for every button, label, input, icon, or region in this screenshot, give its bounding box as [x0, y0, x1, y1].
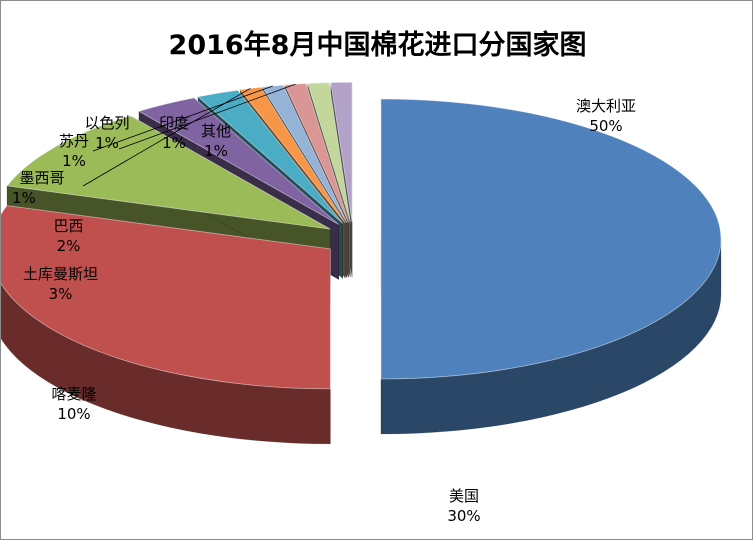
- slice-name: 土库曼斯坦: [22, 265, 98, 283]
- slice-label-israel: 以色列 1%: [76, 113, 138, 153]
- slice-name: 以色列: [84, 114, 130, 132]
- slice-label-india: 印度 1%: [151, 113, 197, 153]
- slice-percent: 3%: [48, 285, 73, 303]
- chart-title: 2016年8月中国棉花进口分国家图: [168, 30, 587, 61]
- slice-label-other: 其他 1%: [193, 121, 239, 161]
- slice-percent: 2%: [56, 237, 81, 255]
- slice-label-usa: 美国 30%: [434, 486, 494, 526]
- slice-israel: [284, 83, 350, 223]
- slice-label-brazil: 巴西 2%: [41, 216, 96, 256]
- slice-label-australia: 澳大利亚 50%: [566, 96, 646, 136]
- slice-label-sudan: 苏丹 1%: [49, 131, 99, 171]
- slice-name: 喀麦隆: [51, 385, 97, 403]
- slice-percent: 10%: [57, 405, 91, 423]
- slice-label-mexico: 墨西哥 1%: [6, 168, 78, 208]
- leader-lines: [82, 83, 296, 187]
- slice-percent: 1%: [12, 189, 36, 207]
- slice-australia: [380, 98, 722, 380]
- slice-other: [330, 81, 353, 223]
- slice-cameroon: [6, 115, 331, 230]
- slice-india: [307, 82, 351, 223]
- slice-name: 澳大利亚: [575, 97, 636, 115]
- slice-usa: [1, 205, 331, 390]
- slice-label-cameroon: 喀麦隆 10%: [39, 384, 109, 424]
- slice-name: 其他: [200, 122, 231, 140]
- slice-turkmenistan: [137, 97, 340, 225]
- slice-percent: 1%: [62, 152, 86, 170]
- slice-percent: 1%: [162, 134, 186, 152]
- leader-line-israel: [118, 83, 296, 150]
- slice-percent: 50%: [589, 117, 623, 135]
- slice-name: 墨西哥: [19, 169, 65, 187]
- slice-name: 苏丹: [58, 132, 89, 150]
- leader-line-mexico: [82, 88, 251, 187]
- slice-name: 美国: [448, 487, 479, 505]
- slice-name: 巴西: [53, 217, 84, 235]
- pie-top-faces: [1, 81, 722, 390]
- slice-percent: 1%: [95, 134, 119, 152]
- slice-percent: 1%: [204, 142, 228, 160]
- slice-name: 印度: [158, 114, 189, 132]
- slice-brazil: [197, 89, 344, 224]
- leader-line-sudan: [92, 85, 273, 152]
- slice-percent: 30%: [447, 507, 481, 525]
- slice-label-turkmenistan: 土库曼斯坦 3%: [3, 264, 118, 304]
